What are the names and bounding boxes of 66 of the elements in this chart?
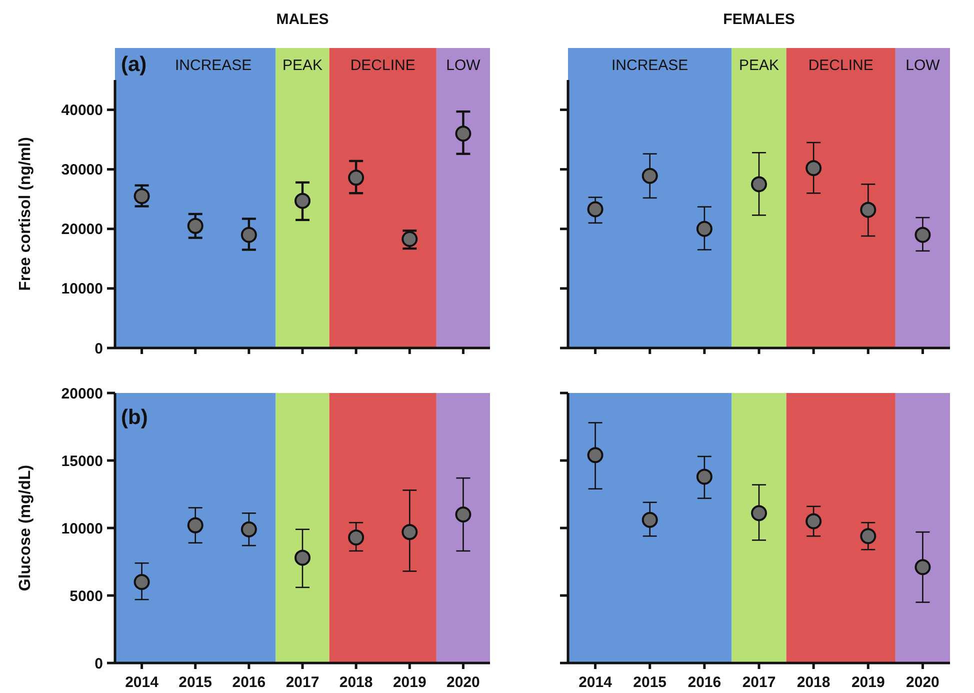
y-tick-label: 15000 xyxy=(61,452,103,470)
y-tick-label: 20000 xyxy=(61,385,103,402)
point xyxy=(134,574,150,590)
point xyxy=(806,513,822,530)
band-label: LOW xyxy=(906,57,941,74)
point xyxy=(587,447,604,464)
y-tick-label: 30000 xyxy=(61,162,103,179)
band-label: DECLINE xyxy=(350,57,416,74)
y-tick-label: 0 xyxy=(94,655,103,672)
point xyxy=(348,170,364,186)
y-tick-label: 20000 xyxy=(61,221,103,238)
x-tick-label: 2020 xyxy=(906,674,940,691)
annotation: (b) xyxy=(121,406,148,429)
y-tick-label: 5000 xyxy=(70,588,103,605)
band-label: DECLINE xyxy=(808,57,874,74)
point xyxy=(294,192,310,209)
x-tick-label: 2017 xyxy=(286,674,320,691)
point xyxy=(240,226,257,243)
x-tick-label: 2015 xyxy=(633,674,667,691)
band-label: LOW xyxy=(446,57,482,74)
point xyxy=(696,468,712,485)
point xyxy=(402,524,418,540)
point xyxy=(348,529,364,546)
point xyxy=(696,220,712,237)
x-tick-label: 2020 xyxy=(446,674,480,691)
point xyxy=(751,176,767,192)
point xyxy=(806,160,822,176)
point xyxy=(455,126,472,142)
point xyxy=(187,218,204,234)
point xyxy=(642,168,658,184)
x-tick-label: 2018 xyxy=(796,674,830,691)
x-tick-label: 2019 xyxy=(392,674,426,691)
point xyxy=(587,201,604,218)
point xyxy=(860,528,876,544)
y-axis-title: Glucose (mg/dL) xyxy=(17,464,34,592)
text: (a) xyxy=(121,53,147,76)
x-tick-label: 2018 xyxy=(339,674,373,691)
point xyxy=(751,505,767,522)
point xyxy=(294,550,310,566)
band-label: INCREASE xyxy=(175,57,252,74)
x-tick-label: 2019 xyxy=(851,674,885,691)
point xyxy=(860,202,876,218)
point xyxy=(642,512,658,528)
y-tick-label: 10000 xyxy=(61,520,103,538)
x-tick-label: 2016 xyxy=(232,674,266,691)
point xyxy=(134,188,150,204)
y-tick-label: 40000 xyxy=(61,102,103,120)
x-tick-label: 2017 xyxy=(742,674,776,691)
x-tick-label: 2014 xyxy=(125,674,160,691)
point xyxy=(455,506,472,522)
point xyxy=(402,231,418,247)
chart-title: FEMALES xyxy=(723,11,795,28)
band-label: PEAK xyxy=(738,57,780,74)
y-axis-title: Free cortisol (ng/ml) xyxy=(17,137,34,291)
point xyxy=(914,559,931,576)
chart-title: MALES xyxy=(276,11,329,28)
band-label: PEAK xyxy=(282,57,323,74)
x-tick-label: 2015 xyxy=(178,674,212,691)
y-tick-label: 10000 xyxy=(61,280,103,298)
point xyxy=(240,521,257,538)
x-tick-label: 2014 xyxy=(578,674,613,691)
x-tick-label: 2016 xyxy=(688,674,722,691)
point xyxy=(187,517,204,534)
point xyxy=(914,226,931,243)
y-tick-label: 0 xyxy=(94,340,103,358)
band-label: INCREASE xyxy=(612,57,688,74)
